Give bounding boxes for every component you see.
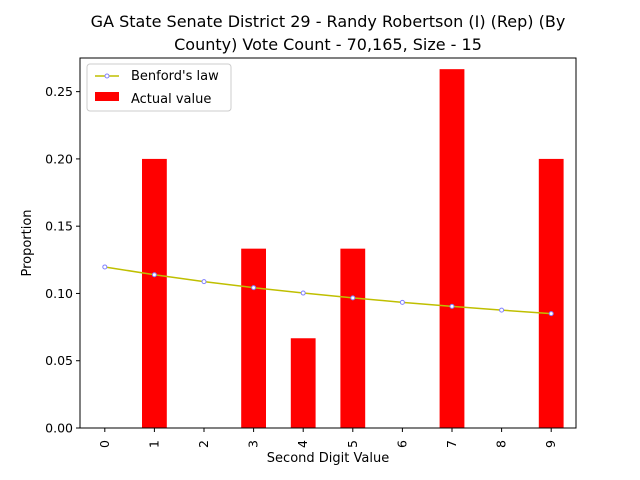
legend: Benford's law Actual value (86, 63, 232, 112)
benford-point-0 (102, 264, 108, 270)
benford-point-5 (350, 295, 356, 301)
benford-point-1 (151, 272, 157, 278)
x-tick-label: 9 (543, 440, 558, 448)
benford-point-6 (399, 299, 405, 305)
x-tick-label: 1 (146, 440, 161, 448)
x-tick-label: 5 (345, 440, 360, 448)
bar-7 (439, 69, 465, 429)
benford-point-8 (499, 307, 505, 313)
bar-3 (241, 248, 266, 428)
y-tick-label: 0.00 (45, 421, 73, 436)
x-axis-label: Second Digit Value (267, 451, 389, 466)
benford-point-7 (449, 303, 455, 309)
benford-point-4 (300, 290, 306, 296)
chart-title-line-1: GA State Senate District 29 - Randy Robe… (91, 12, 566, 31)
plot-area: 0.00 0.05 0.10 0.15 0.20 0.25 0 1 2 3 4 5 6 7 8 9 (45, 69, 564, 448)
benford-point-2 (201, 279, 207, 285)
benford-line (104, 266, 552, 315)
benford-point-9 (548, 311, 554, 317)
x-tick-label: 8 (494, 440, 509, 448)
x-tick-label: 4 (295, 440, 310, 448)
y-tick-label: 0.20 (45, 151, 73, 166)
y-tick-label: 0.15 (45, 219, 73, 234)
y-tick-label: 0.10 (45, 286, 73, 301)
y-tick-label: 0.25 (45, 84, 73, 99)
legend-actual-label: Actual value (131, 92, 211, 107)
benford-point-3 (251, 285, 257, 291)
chart-title-line-2: County) Vote Count - 70,165, Size - 15 (174, 35, 482, 54)
x-tick-label: 3 (246, 440, 261, 448)
plot-frame (79, 57, 577, 429)
legend-frame (86, 63, 232, 112)
bar-9 (538, 158, 564, 428)
bar-4 (290, 338, 316, 428)
x-tick-label: 2 (196, 440, 211, 448)
x-tick-label: 6 (394, 440, 409, 448)
bar-5 (340, 248, 366, 428)
x-tick-label: 7 (444, 440, 459, 448)
y-axis-label: Proportion (20, 209, 35, 276)
y-tick-label: 0.05 (45, 353, 73, 368)
legend-benford-marker-swatch (104, 73, 110, 79)
legend-benford-label: Benford's law (131, 69, 219, 84)
legend-actual-swatch (95, 92, 119, 101)
x-tick-label: 0 (97, 440, 112, 448)
bar-1 (142, 158, 167, 428)
